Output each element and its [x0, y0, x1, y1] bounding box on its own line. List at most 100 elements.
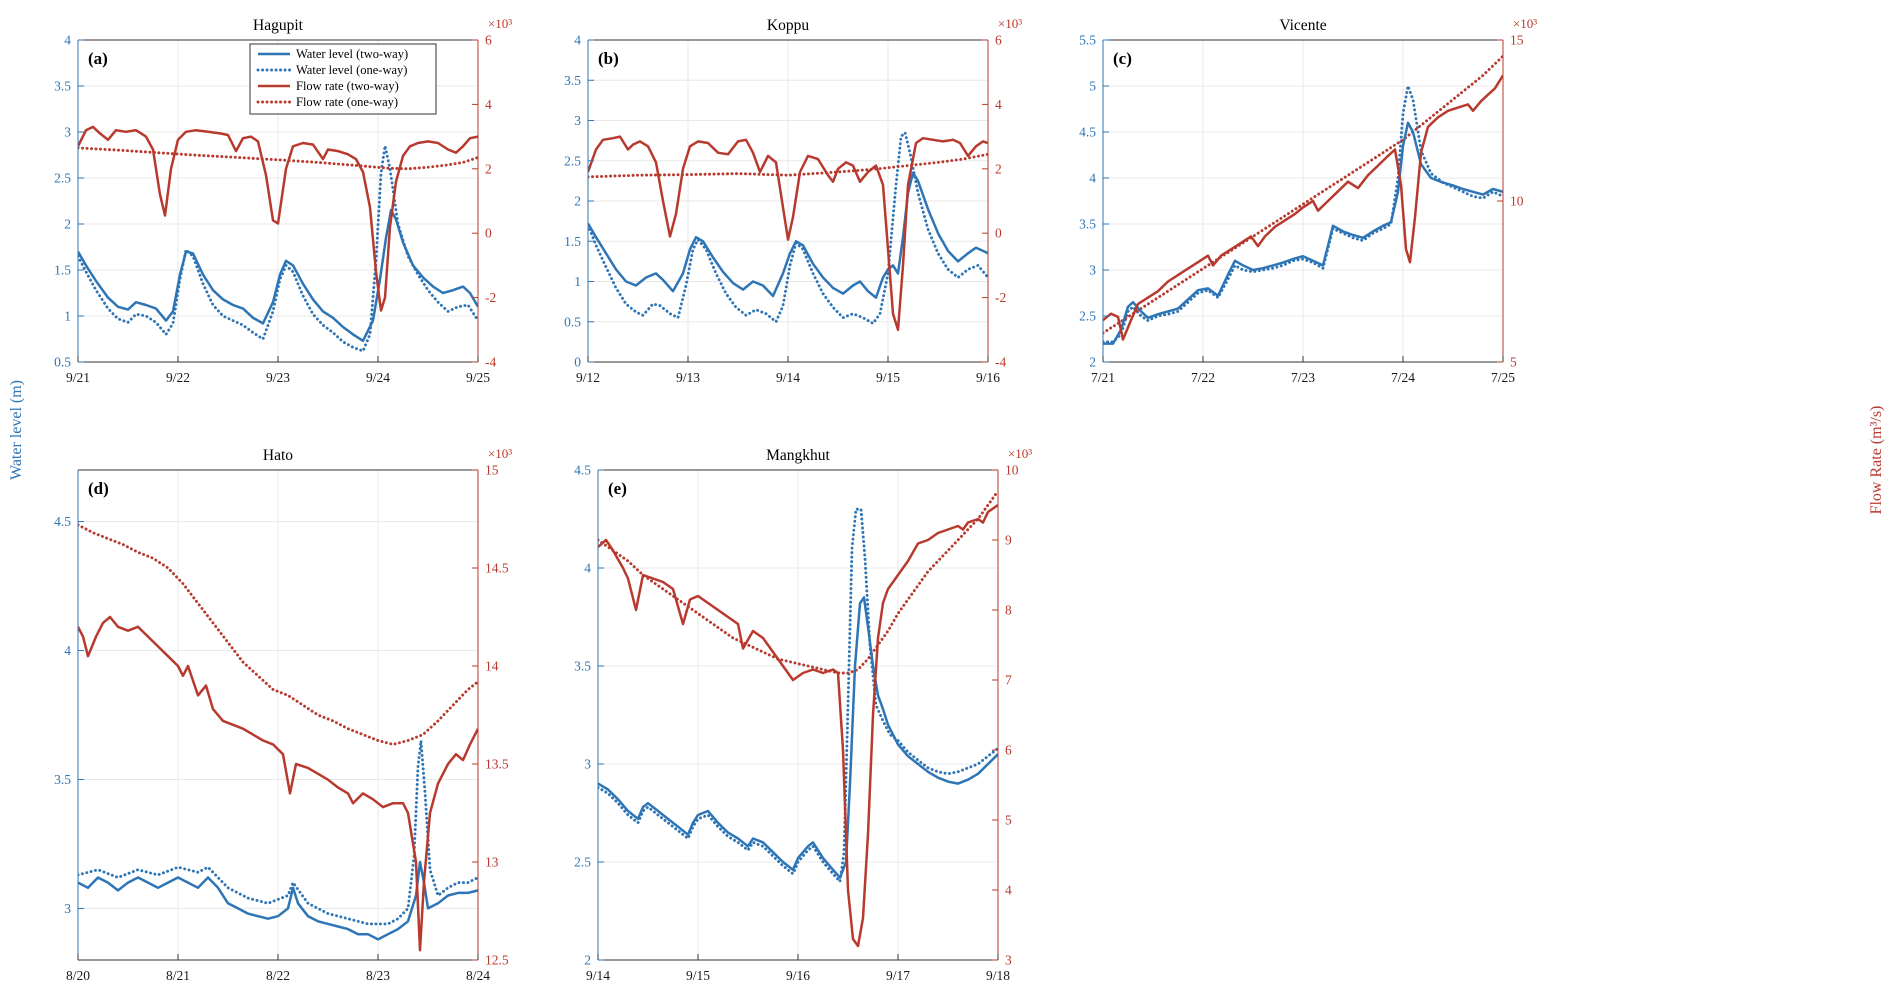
- series-flow-rate-one-way: [78, 146, 478, 171]
- x-tick-label: 9/18: [986, 968, 1010, 983]
- legend-item-label: Flow rate (one-way): [296, 95, 398, 109]
- right-tick-label: 4: [485, 97, 492, 112]
- series-flow-rate-one-way: [78, 523, 478, 746]
- left-tick-label: 1.5: [564, 234, 581, 249]
- left-tick-label: 5: [1089, 79, 1096, 94]
- x-tick-label: 9/14: [776, 370, 800, 385]
- left-axis: 2 2.5 3 3.5 4 4.5 5 5.5: [1079, 33, 1109, 370]
- chart-hagupit: 0.5 1 1.5 2 2.5 3 3.5 4 -4 -2 0 2 4 6 9/21 9/22 9/23 9/24…: [54, 16, 512, 385]
- right-tick-label: 2: [485, 161, 492, 176]
- series-water-level-two-way: [588, 171, 988, 299]
- right-tick-label: 0: [995, 226, 1002, 241]
- left-tick-label: 4: [64, 643, 71, 658]
- right-axis-exponent: ×10³: [998, 16, 1022, 31]
- series-water-level-two-way: [1103, 121, 1503, 345]
- left-tick-label: 3: [584, 757, 591, 772]
- left-axis: 2 2.5 3 3.5 4 4.5: [574, 463, 604, 968]
- series-flow-rate-two-way: [1103, 74, 1503, 341]
- right-tick-label: -4: [485, 355, 496, 370]
- panel-label: (c): [1113, 49, 1132, 68]
- right-tick-label: 15: [485, 463, 499, 478]
- x-tick-label: 7/24: [1391, 370, 1415, 385]
- series-flow-rate-one-way: [1103, 54, 1503, 335]
- panel-label: (e): [608, 479, 627, 498]
- left-tick-label: 4.5: [1079, 125, 1096, 140]
- left-tick-label: 4: [574, 33, 581, 48]
- right-axis-exponent: ×10³: [488, 446, 512, 461]
- gridlines: [598, 470, 998, 960]
- left-tick-label: 4: [1089, 171, 1096, 186]
- right-tick-label: 3: [1005, 953, 1012, 968]
- series-flow-rate-one-way: [588, 152, 988, 179]
- right-axis: 5 10 15: [1497, 33, 1524, 370]
- x-tick-label: 9/25: [466, 370, 490, 385]
- right-tick-label: 13.5: [485, 757, 509, 772]
- series-flow-rate-two-way: [78, 125, 478, 312]
- right-axis: -4 -2 0 2 4 6: [472, 33, 496, 370]
- left-tick-label: 1.5: [54, 263, 71, 278]
- right-axis-exponent: ×10³: [1008, 446, 1032, 461]
- left-tick-label: 3.5: [54, 79, 71, 94]
- left-tick-label: 1: [64, 309, 71, 324]
- x-tick-label: 7/23: [1291, 370, 1315, 385]
- right-tick-label: 8: [1005, 603, 1012, 618]
- x-axis: 9/21 9/22 9/23 9/24 9/25: [66, 356, 490, 385]
- left-tick-label: 2.5: [564, 153, 581, 168]
- right-tick-label: 5: [1005, 813, 1012, 828]
- right-tick-label: 9: [1005, 533, 1012, 548]
- left-tick-label: 2: [574, 194, 581, 209]
- x-axis: 7/21 7/22 7/23 7/24 7/25: [1091, 356, 1515, 385]
- right-tick-label: 5: [1510, 355, 1517, 370]
- left-tick-label: 5.5: [1079, 33, 1096, 48]
- left-tick-label: 4.5: [54, 514, 71, 529]
- right-tick-label: 6: [1005, 743, 1012, 758]
- left-tick-label: 1: [574, 274, 581, 289]
- left-tick-label: 4: [584, 561, 591, 576]
- series-water-level-one-way: [1103, 80, 1503, 344]
- x-tick-label: 7/21: [1091, 370, 1115, 385]
- left-tick-label: 0.5: [54, 355, 71, 370]
- right-axis-exponent: ×10³: [488, 16, 512, 31]
- right-axis: -4 -2 0 2 4 6: [982, 33, 1006, 370]
- chart-title: Koppu: [767, 17, 809, 34]
- x-tick-label: 7/22: [1191, 370, 1215, 385]
- left-tick-label: 3: [574, 113, 581, 128]
- x-tick-label: 7/25: [1491, 370, 1515, 385]
- left-tick-label: 2: [584, 953, 591, 968]
- x-tick-label: 9/17: [886, 968, 910, 983]
- x-tick-label: 8/23: [366, 968, 390, 983]
- x-tick-label: 9/15: [876, 370, 900, 385]
- x-axis: 8/20 8/21 8/22 8/23 8/24: [66, 954, 490, 983]
- right-axis: 12.5 13 13.5 14 14.5 15: [472, 463, 509, 968]
- series-flow-rate-two-way: [78, 615, 478, 952]
- x-tick-label: 9/23: [266, 370, 290, 385]
- right-tick-label: 6: [485, 33, 492, 48]
- x-tick-label: 9/13: [676, 370, 700, 385]
- left-tick-label: 4: [64, 33, 71, 48]
- x-tick-label: 8/24: [466, 968, 490, 983]
- left-tick-label: 3.5: [1079, 217, 1096, 232]
- chart-title: Vicente: [1279, 17, 1326, 34]
- x-tick-label: 9/22: [166, 370, 190, 385]
- right-tick-label: 4: [995, 97, 1002, 112]
- left-axis: 3 3.5 4 4.5: [54, 514, 84, 916]
- x-tick-label: 9/16: [786, 968, 810, 983]
- panel-label: (d): [88, 479, 109, 498]
- right-tick-label: -2: [485, 290, 496, 305]
- x-tick-label: 9/14: [586, 968, 610, 983]
- left-tick-label: 3.5: [574, 659, 591, 674]
- left-tick-label: 3: [64, 901, 71, 916]
- right-tick-label: 0: [485, 226, 492, 241]
- legend: Water level (two-way) Water level (one-wa…: [249, 43, 437, 115]
- left-tick-label: 3.5: [54, 772, 71, 787]
- right-tick-label: 10: [1510, 194, 1524, 209]
- x-tick-label: 9/16: [976, 370, 1000, 385]
- right-tick-label: -2: [995, 290, 1006, 305]
- series-flow-rate-two-way: [588, 135, 988, 332]
- x-tick-label: 9/24: [366, 370, 390, 385]
- chart-title: Mangkhut: [766, 447, 830, 464]
